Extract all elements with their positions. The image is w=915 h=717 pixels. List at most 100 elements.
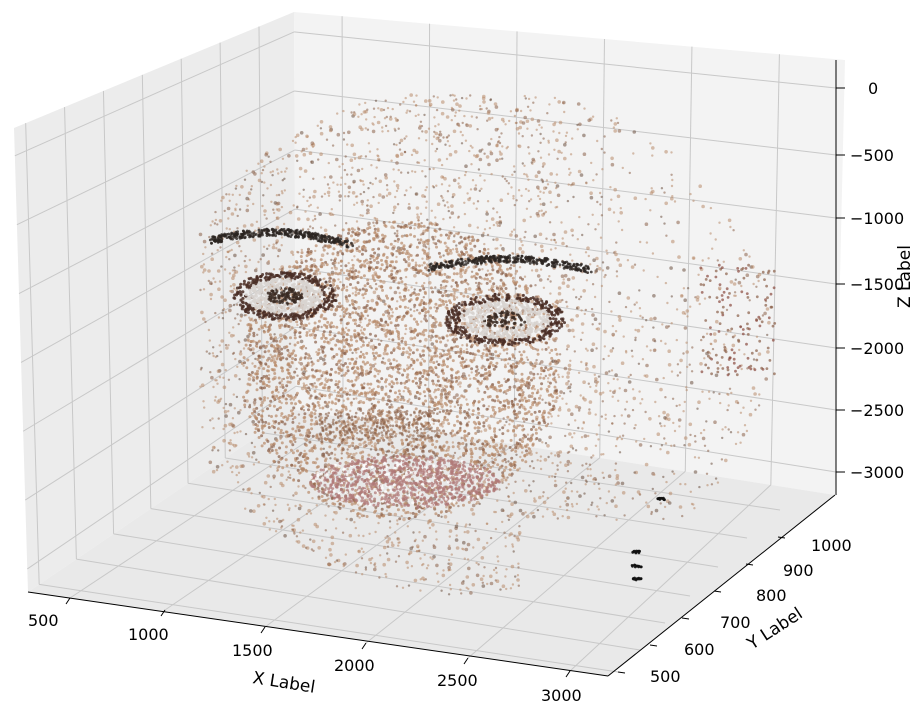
cloud-point xyxy=(227,217,230,220)
cloud-point xyxy=(212,277,215,280)
cloud-point xyxy=(291,351,295,355)
cloud-point xyxy=(378,576,381,579)
cloud-point xyxy=(584,251,588,254)
cloud-point xyxy=(432,555,436,559)
cloud-point xyxy=(281,179,284,182)
cloud-point xyxy=(423,113,426,117)
cloud-point xyxy=(393,266,397,270)
cloud-point xyxy=(282,431,285,435)
cloud-point xyxy=(243,399,247,403)
cloud-point xyxy=(724,458,728,463)
cloud-point xyxy=(550,452,553,455)
cloud-point xyxy=(462,548,465,551)
cloud-point xyxy=(527,394,532,399)
cloud-point xyxy=(417,414,421,417)
cloud-point xyxy=(269,465,272,468)
cloud-point xyxy=(436,572,439,575)
cloud-point xyxy=(641,325,644,328)
cloud-point xyxy=(549,172,553,176)
cloud-point xyxy=(279,481,283,486)
cloud-point xyxy=(513,534,516,538)
cloud-point xyxy=(247,455,251,458)
cloud-point xyxy=(550,422,553,425)
cloud-point xyxy=(638,390,641,393)
cloud-point xyxy=(588,400,593,404)
cloud-point xyxy=(498,221,503,225)
cloud-point xyxy=(285,464,289,468)
cloud-point xyxy=(352,452,356,457)
cloud-point xyxy=(468,124,473,128)
cloud-point xyxy=(517,410,522,415)
cloud-point xyxy=(271,170,275,173)
cloud-point xyxy=(407,206,412,210)
cloud-point xyxy=(659,502,662,505)
cloud-point xyxy=(434,131,439,136)
cloud-point xyxy=(402,390,405,393)
cloud-point xyxy=(589,474,592,477)
cloud-point xyxy=(295,456,299,460)
cloud-point xyxy=(385,184,389,187)
cloud-point xyxy=(521,135,524,138)
cloud-point xyxy=(207,328,211,332)
cloud-point xyxy=(248,333,252,336)
cloud-point xyxy=(377,521,380,525)
cloud-point xyxy=(236,227,239,230)
cloud-point xyxy=(216,269,221,273)
cloud-point xyxy=(452,129,457,134)
cloud-point xyxy=(386,106,390,110)
cloud-point xyxy=(523,164,526,167)
cloud-point xyxy=(339,280,342,284)
cloud-point xyxy=(458,109,461,112)
cloud-point xyxy=(705,420,708,423)
cloud-point xyxy=(483,242,486,246)
cloud-point xyxy=(469,144,472,148)
cloud-point xyxy=(634,336,637,339)
cloud-point xyxy=(303,449,306,453)
cloud-point xyxy=(558,131,561,135)
cloud-point xyxy=(451,456,455,460)
cloud-point xyxy=(407,584,411,587)
cloud-point xyxy=(667,417,671,422)
cloud-point xyxy=(396,187,400,190)
cloud-point xyxy=(214,395,217,399)
cloud-point xyxy=(416,238,420,241)
cloud-point xyxy=(289,336,292,340)
cloud-point xyxy=(391,444,395,448)
cloud-point xyxy=(371,392,375,396)
cloud-point xyxy=(200,383,205,388)
cloud-point xyxy=(237,322,240,326)
cloud-point xyxy=(219,246,222,249)
cloud-point xyxy=(399,103,402,106)
cloud-point xyxy=(313,461,317,465)
cloud-point xyxy=(326,340,330,344)
cloud-point xyxy=(360,199,365,204)
cloud-point xyxy=(454,111,457,114)
grid-line xyxy=(294,149,837,219)
cloud-point xyxy=(465,343,469,346)
cloud-point xyxy=(482,421,486,425)
cloud-point xyxy=(298,166,303,171)
cloud-point xyxy=(452,178,457,183)
cloud-point xyxy=(526,105,530,109)
cloud-point xyxy=(292,398,295,401)
cloud-point xyxy=(366,282,370,286)
cloud-point xyxy=(356,514,359,518)
cloud-point xyxy=(280,366,284,370)
cloud-point xyxy=(244,264,248,269)
cloud-point xyxy=(585,480,588,483)
cloud-point xyxy=(348,393,351,396)
cloud-point xyxy=(530,299,534,304)
cloud-point xyxy=(551,399,555,403)
cloud-point xyxy=(234,317,237,320)
cloud-point xyxy=(293,343,297,347)
cloud-point xyxy=(492,415,496,418)
cloud-point xyxy=(710,342,713,346)
cloud-point xyxy=(366,382,370,386)
cloud-point xyxy=(348,315,351,319)
cloud-point xyxy=(227,410,230,413)
cloud-point xyxy=(412,439,416,443)
cloud-point xyxy=(372,195,375,199)
cloud-point xyxy=(671,470,674,473)
cloud-point xyxy=(449,511,453,514)
cloud-point xyxy=(426,242,430,246)
